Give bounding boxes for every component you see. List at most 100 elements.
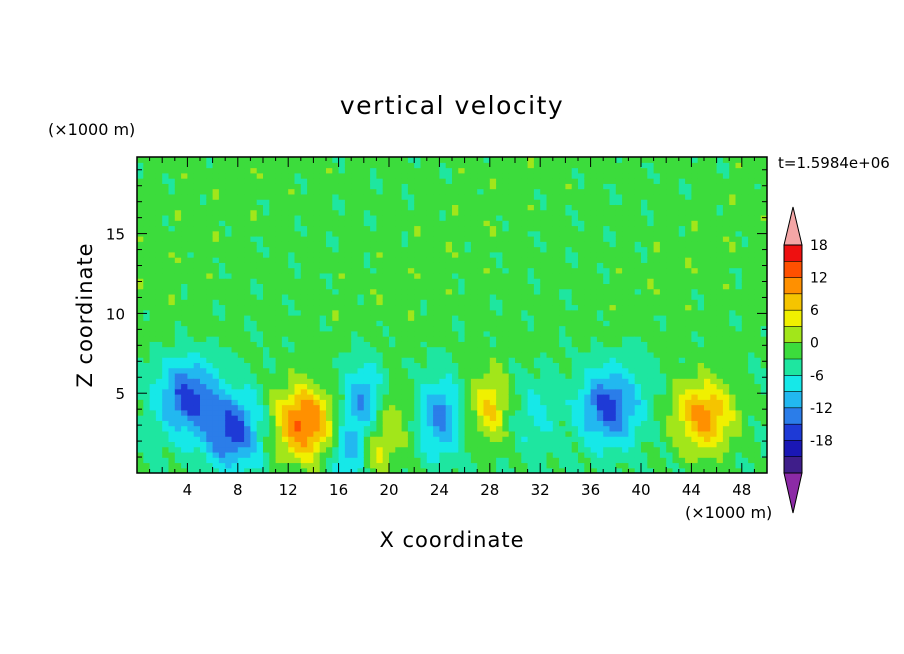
field-cell	[521, 157, 529, 163]
field-cell	[407, 404, 415, 411]
field-cell	[231, 172, 239, 179]
field-cell	[527, 178, 535, 184]
field-cell	[552, 230, 560, 237]
field-cell	[401, 299, 409, 306]
field-cell	[344, 309, 352, 316]
field-cell	[515, 420, 522, 427]
field-cell	[206, 288, 214, 295]
field-cell	[256, 315, 264, 321]
field-cell	[452, 457, 459, 464]
field-cell	[313, 341, 321, 348]
field-cell	[603, 251, 611, 258]
field-cell	[433, 178, 440, 184]
field-cell	[187, 162, 195, 169]
field-cell	[155, 278, 163, 284]
field-cell	[231, 204, 239, 211]
field-cell	[174, 172, 182, 179]
field-cell	[420, 346, 428, 353]
field-cell	[263, 167, 270, 174]
field-cell	[521, 262, 529, 269]
field-cell	[237, 225, 245, 232]
field-cell	[212, 446, 220, 453]
field-cell	[439, 341, 447, 348]
field-cell	[470, 162, 478, 169]
field-cell	[552, 204, 560, 211]
field-cell	[218, 367, 226, 374]
field-cell	[275, 251, 283, 258]
field-cell	[206, 409, 214, 416]
field-cell	[212, 241, 220, 248]
field-cell	[470, 330, 478, 337]
field-cell	[237, 293, 245, 300]
field-cell	[307, 362, 314, 369]
field-cell	[244, 241, 251, 248]
field-cell	[313, 267, 321, 274]
field-cell	[458, 409, 466, 416]
field-cell	[571, 330, 579, 337]
field-cell	[212, 436, 220, 442]
field-cell	[319, 388, 327, 395]
field-cell	[332, 172, 340, 179]
field-cell	[326, 162, 333, 169]
field-cell	[181, 309, 188, 316]
field-cell	[590, 399, 598, 406]
field-cell	[458, 183, 466, 190]
field-cell	[168, 257, 176, 263]
field-cell	[622, 209, 629, 216]
field-cell	[231, 394, 239, 400]
field-cell	[552, 199, 560, 205]
field-cell	[389, 404, 396, 411]
field-cell	[502, 288, 510, 295]
field-cell	[559, 315, 566, 321]
field-cell	[439, 225, 447, 232]
field-cell	[137, 404, 144, 411]
field-cell	[300, 167, 308, 174]
field-cell	[641, 404, 648, 411]
field-cell	[281, 436, 289, 442]
field-cell	[389, 209, 396, 216]
field-cell	[200, 315, 207, 321]
field-cell	[256, 246, 264, 253]
field-cell	[571, 315, 579, 321]
field-cell	[527, 162, 535, 169]
field-cell	[218, 299, 226, 306]
field-cell	[206, 257, 214, 263]
field-cell	[508, 367, 516, 374]
field-cell	[237, 415, 245, 421]
field-cell	[351, 304, 359, 311]
field-cell	[338, 420, 346, 427]
field-cell	[395, 193, 403, 200]
field-cell	[634, 209, 642, 216]
field-cell	[162, 272, 170, 279]
field-cell	[344, 199, 352, 205]
field-cell	[225, 383, 233, 390]
field-cell	[489, 172, 497, 179]
field-cell	[533, 167, 541, 174]
field-cell	[389, 246, 396, 253]
field-cell	[269, 420, 277, 427]
field-cell	[647, 246, 655, 253]
field-cell	[578, 346, 585, 353]
field-cell	[363, 425, 371, 432]
field-cell	[426, 241, 434, 248]
field-cell	[559, 367, 566, 374]
field-cell	[515, 336, 522, 342]
field-cell	[269, 346, 277, 353]
field-cell	[370, 325, 377, 332]
field-cell	[307, 293, 314, 300]
field-cell	[521, 372, 529, 379]
field-cell	[634, 436, 642, 442]
field-cell	[357, 441, 365, 448]
field-cell	[641, 183, 648, 190]
field-cell	[615, 309, 623, 316]
field-cell	[565, 278, 573, 284]
field-cell	[414, 304, 422, 311]
field-cell	[622, 409, 629, 416]
field-cell	[319, 409, 327, 416]
field-cell	[212, 346, 220, 353]
field-cell	[351, 315, 359, 321]
field-cell	[565, 251, 573, 258]
field-cell	[565, 288, 573, 295]
field-cell	[193, 188, 201, 195]
field-cell	[540, 157, 548, 163]
